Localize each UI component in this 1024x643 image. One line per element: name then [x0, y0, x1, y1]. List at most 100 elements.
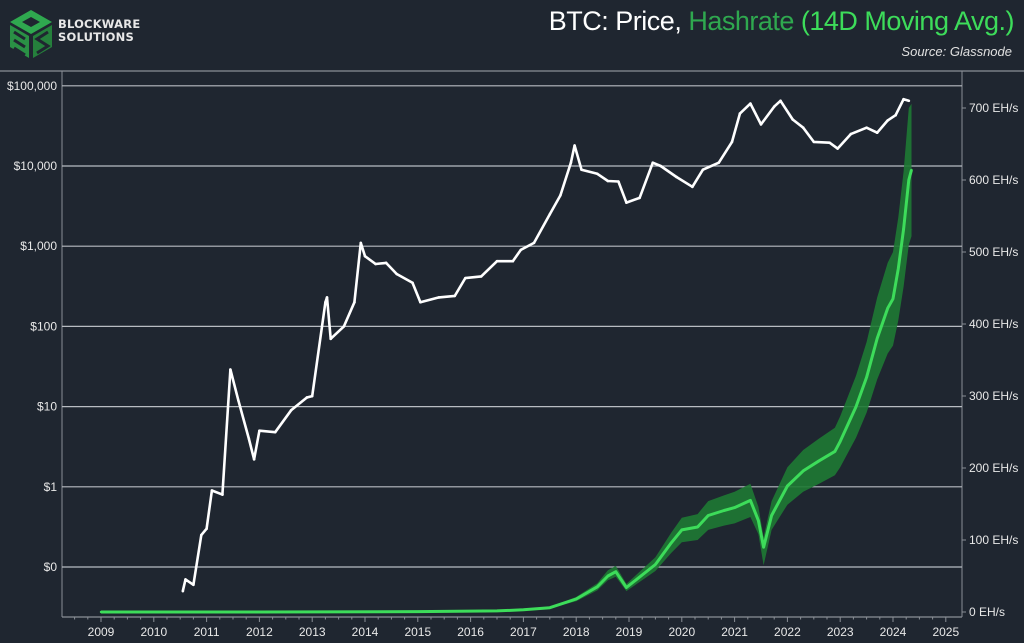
x-tick-label: 2016: [457, 625, 484, 639]
hashrate-point: [839, 440, 842, 443]
price-point: [192, 583, 195, 587]
y-right-tick-label: 600 EH/s: [969, 173, 1018, 187]
price-point: [548, 212, 552, 216]
hashrate-point: [833, 450, 837, 453]
hashrate-point: [625, 586, 628, 589]
price-point: [229, 368, 232, 371]
x-tick-label: 2013: [299, 625, 326, 639]
chart-title: BTC: Price, Hashrate (14D Moving Avg.): [548, 6, 1015, 37]
price-point: [596, 172, 599, 176]
hashrate-point: [606, 574, 610, 578]
hashrate-point: [854, 405, 858, 408]
price-point: [247, 437, 251, 440]
hashrate-point: [733, 506, 736, 509]
hashrate-point: [258, 610, 261, 614]
price-point: [759, 123, 763, 126]
hashrate-point: [875, 337, 879, 340]
hashrate-point: [865, 376, 868, 379]
price-point: [324, 300, 327, 304]
price-point: [437, 296, 441, 299]
price-point: [875, 131, 879, 135]
price-point: [411, 281, 414, 285]
hashrate-point: [416, 610, 419, 613]
price-point: [419, 300, 422, 304]
price-point: [836, 147, 839, 150]
y-left-tick-label: $100,000: [7, 79, 57, 93]
hashrate-point: [749, 499, 752, 502]
price-point: [573, 144, 576, 147]
y-right-tick-label: 0 EH/s: [969, 605, 1005, 619]
price-point: [828, 141, 831, 145]
y-left-tick-label: $100: [30, 319, 57, 333]
hashrate-point: [575, 597, 578, 601]
price-point: [907, 99, 911, 103]
y-right-tick-label: 200 EH/s: [969, 461, 1018, 475]
price-point: [791, 118, 794, 121]
price-point: [559, 194, 562, 197]
x-tick-label: 2014: [352, 625, 379, 639]
hashrate-point: [614, 570, 617, 573]
price-point: [221, 493, 224, 496]
price-point: [779, 99, 782, 103]
hashrate-point: [902, 227, 905, 231]
price-point: [359, 241, 363, 245]
price-point: [849, 132, 853, 136]
price-point: [329, 337, 332, 341]
y-right-tick-label: 700 EH/s: [969, 101, 1018, 115]
price-point: [184, 578, 187, 581]
price-point: [651, 161, 655, 164]
price-point: [464, 276, 467, 280]
x-tick-label: 2009: [88, 625, 115, 639]
price-point: [353, 300, 356, 304]
price-point: [532, 241, 536, 245]
price-point: [236, 398, 240, 402]
price-point: [625, 201, 628, 204]
price-point: [902, 97, 905, 101]
x-tick-label: 2018: [563, 625, 590, 639]
price-point: [801, 126, 805, 130]
x-tick-label: 2021: [721, 625, 748, 639]
hashrate-point: [907, 178, 911, 182]
price-point: [749, 102, 752, 105]
hashrate-point: [596, 585, 599, 588]
x-tick-label: 2015: [404, 625, 431, 639]
price-point: [495, 259, 499, 263]
x-tick-label: 2012: [246, 625, 273, 639]
price-point: [511, 259, 515, 263]
y-left-tick-label: $10: [37, 400, 57, 414]
price-point: [210, 489, 214, 492]
y-left-tick-label: $1: [44, 480, 58, 494]
hashrate-point: [762, 546, 765, 549]
title-price: BTC: Price,: [548, 6, 689, 36]
price-point: [479, 275, 483, 278]
price-point: [395, 272, 398, 276]
hashrate-point: [680, 528, 683, 532]
x-tick-label: 2022: [774, 625, 801, 639]
hashrate-point: [99, 610, 103, 614]
x-tick-label: 2020: [668, 625, 695, 639]
x-tick-label: 2024: [880, 625, 907, 639]
x-tick-label: 2025: [932, 625, 959, 639]
price-point: [691, 185, 694, 189]
price-point: [384, 261, 388, 265]
x-tick-label: 2019: [616, 625, 643, 639]
y-left-tick-label: $1,000: [20, 239, 57, 253]
price-point: [617, 180, 620, 183]
price-point: [738, 112, 742, 115]
brand-line2: SOLUTIONS: [58, 30, 134, 44]
price-point: [606, 179, 610, 183]
price-line: [181, 97, 910, 592]
price-point: [886, 119, 890, 122]
price-point: [305, 396, 309, 399]
brand-line1: BLOCKWARE: [58, 17, 141, 31]
hashrate-point: [886, 306, 889, 310]
price-point: [675, 175, 678, 179]
price-point: [252, 458, 256, 461]
price-point: [519, 248, 523, 252]
hashrate-point: [722, 509, 726, 512]
price-point: [453, 294, 457, 298]
hashrate-point: [696, 525, 699, 529]
title-moving-avg: (14D Moving Avg.): [793, 6, 1015, 36]
price-point: [181, 589, 185, 593]
hashrate-point: [786, 484, 789, 488]
